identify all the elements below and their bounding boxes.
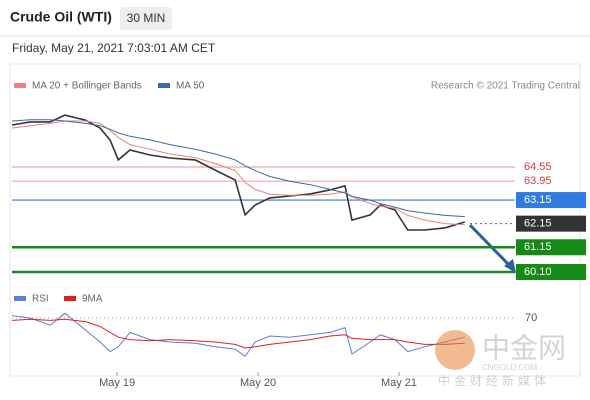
- watermark-logo: [435, 330, 475, 370]
- x-tick-label: May 21: [381, 377, 417, 389]
- watermark-text: 中金财经新媒体: [438, 373, 550, 388]
- watermark-text: 中金网: [482, 332, 566, 363]
- y-tick-label: 70: [525, 312, 537, 324]
- legend-swatch: [14, 83, 26, 88]
- frame: [9, 63, 581, 377]
- arrow-head: [504, 259, 516, 273]
- rsi-line: [11, 312, 465, 358]
- legend-label: MA 50: [176, 81, 205, 92]
- legend-swatch: [64, 296, 76, 301]
- level-label: 63.15: [524, 194, 552, 206]
- ma-line: [11, 120, 465, 226]
- price-line: [11, 114, 466, 231]
- level-label: 60.10: [524, 266, 552, 278]
- rsi-line: [11, 318, 465, 349]
- x-tick-label: May 19: [99, 377, 135, 389]
- level-box: [516, 192, 586, 209]
- level-box: [516, 215, 586, 232]
- watermark-text: CNGOLD.COM: [482, 363, 537, 372]
- chart-title: Crude Oil (WTI): [10, 9, 112, 25]
- level-label: 63.95: [524, 175, 552, 187]
- legend-label: 9MA: [82, 294, 103, 305]
- level-box: [516, 264, 586, 281]
- level-box: [516, 239, 586, 256]
- level-label: 62.15: [524, 218, 552, 230]
- legend-label: RSI: [32, 294, 49, 305]
- legend-label: MA 20 + Bollinger Bands: [32, 81, 142, 92]
- interval[interactable]: 30 MIN: [127, 11, 166, 25]
- legend-swatch: [14, 296, 26, 301]
- source: Research © 2021 Trading Central: [431, 81, 580, 92]
- level-label: 64.55: [524, 161, 552, 173]
- ma-line: [11, 119, 465, 218]
- interval-box[interactable]: [120, 7, 172, 30]
- level-label: 61.15: [524, 241, 552, 253]
- x-tick-label: May 20: [240, 377, 276, 389]
- subtitle: Friday, May 21, 2021 7:03:01 AM CET: [12, 41, 216, 55]
- watermark: 中金网 CNGOLD.COM 中金财经新媒体: [435, 330, 566, 388]
- legend-swatch: [158, 83, 170, 88]
